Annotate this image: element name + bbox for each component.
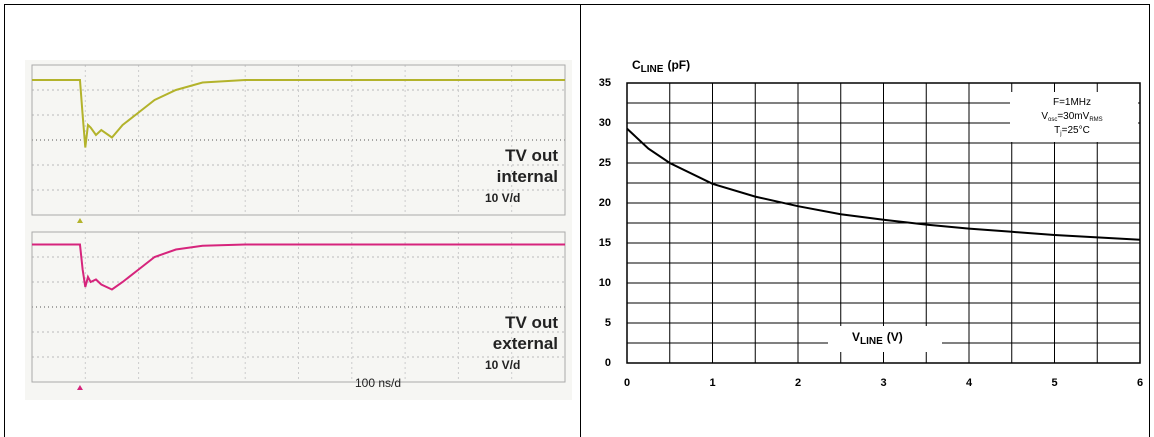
time-scale: 100 ns/d [355,376,401,390]
y-tick-label: 30 [599,117,611,129]
y-tick-label: 0 [605,357,611,369]
y-axis-label: CLINE(pF) [632,58,690,74]
series-scale: 10 V/d [485,358,520,372]
y-tick-label: 10 [599,277,611,289]
annotation-part: osc [1048,117,1057,123]
y-tick-label: 25 [599,157,611,169]
y-axis-label-part: LINE [641,64,664,75]
x-axis-label-part: (V) [887,330,903,344]
y-tick-label: 35 [599,77,611,89]
series-scale: 10 V/d [485,191,520,205]
annotation-part: =25°C [1062,125,1090,136]
figure: TV out internal10 V/dTV out external10 V… [0,0,1154,437]
series-name: TV out external [468,312,558,354]
x-axis-label-part: LINE [860,336,883,347]
y-tick-label: 20 [599,197,611,209]
annotation-part: RMS [1089,117,1102,123]
x-tick-label: 5 [1051,377,1057,389]
series-label-box: TV out internal [468,145,562,191]
y-axis-label-part: C [632,58,641,72]
x-tick-label: 6 [1137,377,1143,389]
y-tick-label: 5 [605,317,611,329]
series-name: TV out internal [468,145,558,187]
x-tick-label: 1 [709,377,715,389]
x-label-box [828,326,942,352]
x-tick-label: 4 [966,377,973,389]
x-tick-label: 3 [880,377,886,389]
series-label-box: TV out external [468,312,562,358]
annotation-part: F=1MHz [1053,97,1091,108]
x-tick-label: 2 [795,377,801,389]
annotation: Tj=25°C [1054,125,1090,137]
y-tick-label: 15 [599,237,611,249]
x-tick-label: 0 [624,377,630,389]
annotation-part: =30mV [1057,111,1089,122]
x-axis-label-part: V [852,330,860,344]
y-axis-label-part: (pF) [667,58,690,72]
annotation: F=1MHz [1053,97,1091,108]
